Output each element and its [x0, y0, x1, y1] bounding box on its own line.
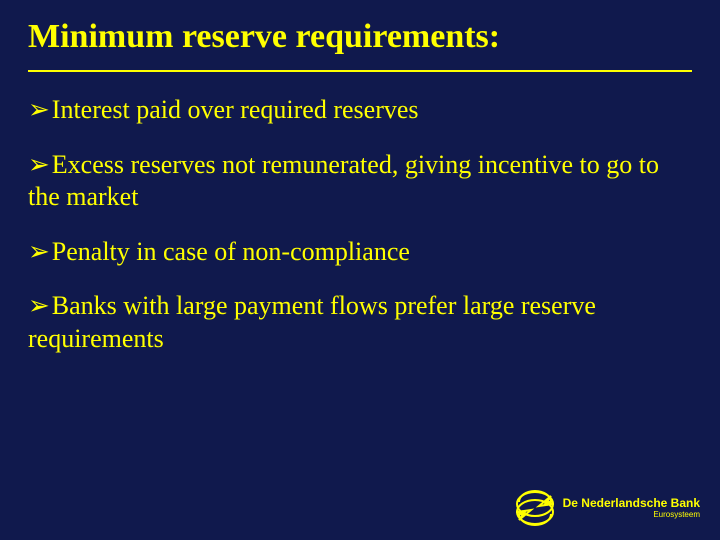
list-item: ➢Penalty in case of non-compliance — [28, 236, 680, 269]
list-item: ➢Interest paid over required reserves — [28, 94, 680, 127]
slide-title: Minimum reserve requirements: — [0, 0, 720, 62]
arrow-icon: ➢ — [28, 149, 50, 182]
arrow-icon: ➢ — [28, 236, 50, 269]
footer-text: De Nederlandsche Bank Eurosysteem — [563, 497, 700, 519]
bullet-text: Interest paid over required reserves — [52, 95, 419, 124]
bullet-text: Excess reserves not remunerated, giving … — [28, 150, 659, 212]
bullet-list: ➢Interest paid over required reserves ➢E… — [0, 72, 720, 355]
list-item: ➢Banks with large payment flows prefer l… — [28, 290, 680, 355]
footer-sub: Eurosysteem — [563, 510, 700, 519]
arrow-icon: ➢ — [28, 94, 50, 127]
bullet-text: Penalty in case of non-compliance — [52, 237, 410, 266]
footer: De Nederlandsche Bank Eurosysteem — [513, 490, 700, 526]
list-item: ➢Excess reserves not remunerated, giving… — [28, 149, 680, 214]
arrow-icon: ➢ — [28, 290, 50, 323]
dnb-logo-icon — [513, 490, 557, 526]
footer-main: De Nederlandsche Bank — [563, 497, 700, 509]
bullet-text: Banks with large payment flows prefer la… — [28, 291, 596, 353]
